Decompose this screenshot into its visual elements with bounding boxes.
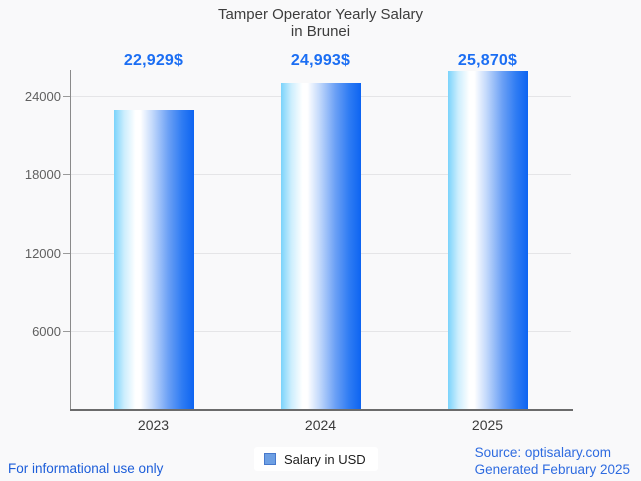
y-tick-label: 12000 (24, 246, 61, 261)
y-tick-label: 18000 (24, 167, 61, 182)
y-axis-line (70, 70, 71, 410)
legend-marker-icon (264, 453, 276, 465)
bar-value-label: 24,993$ (290, 52, 351, 69)
y-tick-label: 24000 (24, 89, 61, 104)
footer-generated-line: Generated February 2025 (474, 461, 630, 477)
y-tick (63, 96, 70, 97)
chart-title-line1: Tamper Operator Yearly Salary (217, 6, 424, 23)
y-tick-label: 6000 (32, 324, 61, 339)
chart-title-line2: in Brunei (290, 23, 351, 40)
legend[interactable]: Salary in USD (254, 447, 378, 471)
bar-value-label: 22,929$ (123, 52, 184, 69)
y-tick (63, 174, 70, 175)
x-axis-label: 2024 (304, 417, 337, 433)
bar-value-label: 25,870$ (457, 52, 518, 69)
legend-label: Salary in USD (284, 451, 366, 467)
salary-bar-2023[interactable] (113, 109, 194, 410)
y-tick (63, 253, 70, 254)
salary-bar-2024[interactable] (280, 82, 361, 410)
x-axis-label: 2023 (137, 417, 170, 433)
salary-bar-2025[interactable] (447, 71, 528, 410)
x-axis-label: 2025 (471, 417, 504, 433)
x-axis-line (70, 409, 573, 411)
footer-disclaimer: For informational use only (8, 461, 164, 476)
footer-source-block: Source: optisalary.com Generated Februar… (475, 445, 630, 478)
footer-source-link[interactable]: Source: optisalary.com (474, 445, 611, 460)
chart-title: Tamper Operator Yearly Salary in Brunei (0, 6, 641, 40)
y-tick (63, 331, 70, 332)
